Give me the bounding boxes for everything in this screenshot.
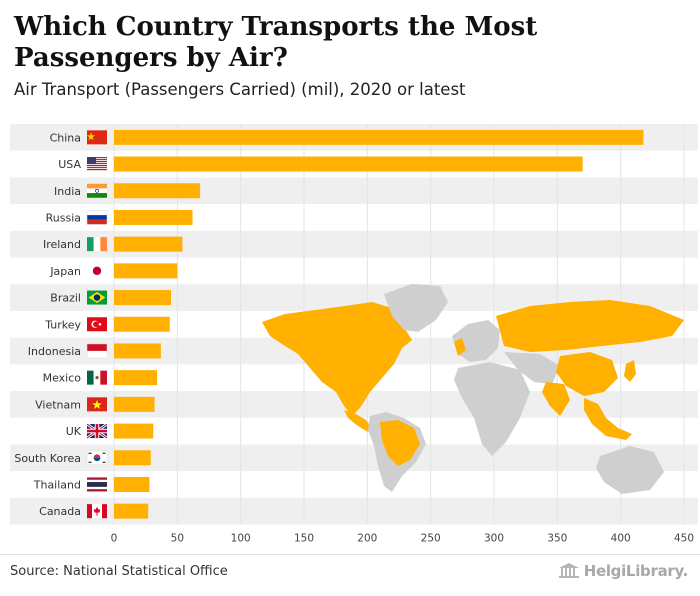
map-africa bbox=[454, 362, 530, 456]
bar-ireland bbox=[114, 236, 183, 252]
bar-turkey bbox=[114, 316, 170, 332]
x-tick-label: 300 bbox=[484, 533, 504, 545]
bar-uk bbox=[114, 423, 154, 439]
category-label: Indonesia bbox=[28, 345, 81, 358]
bar-canada bbox=[114, 503, 149, 519]
flag-usa-icon bbox=[87, 157, 107, 171]
category-label: Turkey bbox=[44, 318, 81, 331]
category-labels: China USA India Russia Ireland Japan Brazil Tur… bbox=[14, 131, 81, 518]
flag-mexico-icon bbox=[87, 370, 107, 385]
logo-text: HelgiLibrary. bbox=[583, 562, 689, 580]
x-tick-label: 250 bbox=[421, 533, 441, 545]
category-label: India bbox=[54, 185, 81, 198]
bar-chart: China USA India Russia Ireland Japan Brazil Tur… bbox=[10, 124, 698, 545]
bar-usa bbox=[114, 156, 583, 172]
category-label: Brazil bbox=[50, 292, 81, 305]
chart-subtitle: Air Transport (Passengers Carried) (mil)… bbox=[14, 80, 466, 99]
map-europe-highlight bbox=[454, 338, 466, 356]
footer-divider bbox=[0, 554, 700, 555]
bar-mexico bbox=[114, 370, 158, 386]
bar-brazil bbox=[114, 290, 171, 306]
x-tick-label: 100 bbox=[231, 533, 251, 545]
category-label: UK bbox=[66, 425, 82, 438]
source-note: Source: National Statistical Office bbox=[10, 564, 228, 579]
map-central-america bbox=[344, 410, 372, 432]
flag-japan-icon bbox=[92, 266, 102, 276]
country-flags bbox=[86, 130, 108, 519]
bar-russia bbox=[114, 209, 193, 225]
map-southeast-asia bbox=[584, 398, 632, 440]
category-label: Ireland bbox=[43, 238, 81, 251]
x-tick-label: 0 bbox=[111, 533, 118, 545]
flag-indonesia-icon bbox=[86, 343, 108, 359]
map-greenland bbox=[384, 284, 448, 332]
category-label: Japan bbox=[49, 265, 81, 278]
category-label: USA bbox=[58, 158, 81, 171]
flag-turkey-icon bbox=[87, 317, 107, 332]
x-tick-label: 150 bbox=[294, 533, 314, 545]
row-shade bbox=[10, 497, 698, 525]
category-label: Russia bbox=[46, 211, 81, 224]
row-shade bbox=[10, 444, 698, 472]
library-building-icon bbox=[558, 563, 579, 578]
x-tick-label: 200 bbox=[357, 533, 377, 545]
map-brazil bbox=[380, 420, 420, 466]
map-asia-other bbox=[504, 352, 560, 384]
map-north-america bbox=[262, 302, 412, 416]
x-axis-tick-labels: 0 50 100 150 200 250 300 350 400 450 bbox=[111, 533, 694, 545]
flag-china-icon bbox=[87, 130, 107, 145]
bar-japan bbox=[114, 263, 178, 279]
row-shade bbox=[10, 230, 698, 258]
flag-india-icon bbox=[87, 183, 107, 198]
category-label: Canada bbox=[39, 505, 81, 518]
map-india bbox=[542, 382, 570, 416]
bar-thailand bbox=[114, 476, 150, 492]
flag-russia-icon bbox=[86, 210, 108, 225]
world-map-background bbox=[262, 284, 684, 494]
bar-vietnam bbox=[114, 396, 155, 412]
flag-brazil-icon bbox=[87, 290, 107, 305]
flag-vietnam-icon bbox=[87, 397, 107, 412]
flag-canada-icon bbox=[87, 504, 107, 519]
helgi-library-logo: HelgiLibrary. bbox=[558, 562, 688, 580]
bar-india bbox=[114, 183, 201, 199]
x-tick-label: 50 bbox=[171, 533, 184, 545]
bar-china bbox=[114, 129, 644, 145]
bar-indonesia bbox=[114, 343, 161, 359]
x-tick-label: 400 bbox=[611, 533, 631, 545]
category-label: Thailand bbox=[33, 478, 81, 491]
map-russia bbox=[496, 300, 684, 352]
category-label: China bbox=[50, 131, 81, 144]
map-australia bbox=[596, 446, 664, 494]
chart-title: Which Country Transports the Most Passen… bbox=[14, 12, 538, 73]
x-tick-label: 350 bbox=[547, 533, 567, 545]
x-tick-label: 450 bbox=[674, 533, 694, 545]
bars bbox=[114, 129, 644, 519]
category-label: South Korea bbox=[14, 452, 81, 465]
flag-ireland-icon bbox=[87, 237, 107, 252]
map-japan bbox=[624, 360, 636, 382]
flag-south-korea-icon bbox=[86, 450, 108, 465]
category-label: Vietnam bbox=[35, 398, 81, 411]
category-label: Mexico bbox=[43, 372, 82, 385]
flag-thailand-icon bbox=[87, 477, 107, 492]
bar-south-korea bbox=[114, 450, 151, 466]
map-china bbox=[556, 352, 618, 396]
flag-uk-icon bbox=[86, 422, 108, 440]
row-shade bbox=[10, 177, 698, 205]
